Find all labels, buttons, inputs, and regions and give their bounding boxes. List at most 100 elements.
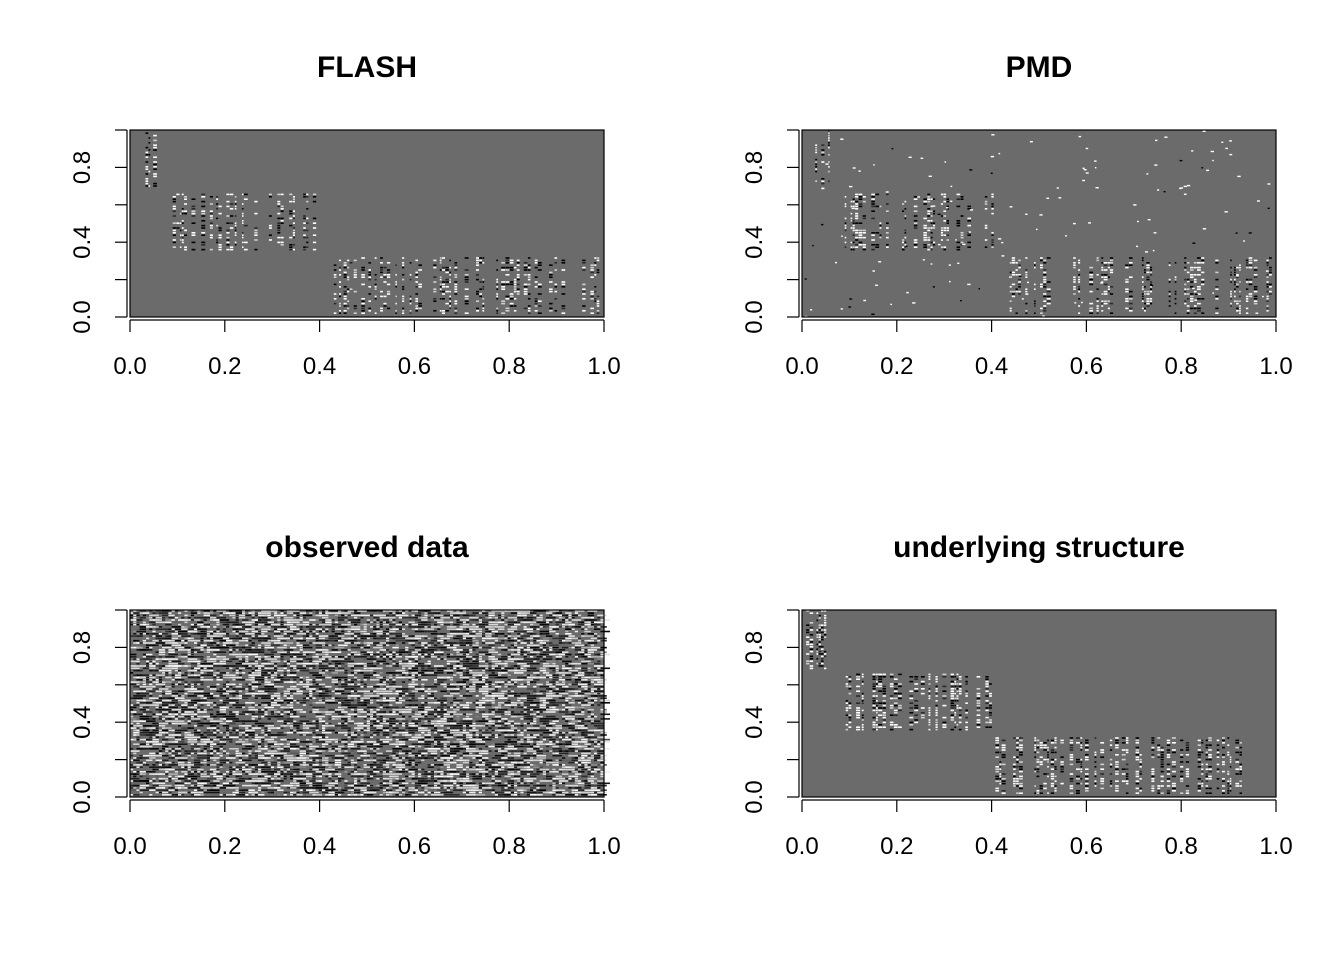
heatmap-cell — [347, 729, 351, 732]
heatmap-cell — [344, 702, 351, 704]
heatmap-cell — [203, 612, 207, 614]
heatmap-cell — [380, 262, 383, 264]
heatmap-cell — [357, 702, 364, 704]
heatmap-cell — [923, 246, 927, 248]
heatmap-cell — [315, 727, 319, 729]
heatmap-cell — [165, 649, 172, 651]
heatmap-cell — [299, 630, 306, 633]
heatmap-cell — [258, 725, 265, 727]
heatmap-cell — [235, 773, 242, 775]
heatmap-cell — [155, 699, 166, 702]
heatmap-cell — [289, 210, 293, 212]
heatmap-cell — [1146, 293, 1150, 295]
heatmap-cell — [251, 614, 255, 617]
heatmap-cell — [306, 771, 316, 773]
heatmap-cell — [360, 635, 367, 637]
heatmap-cell — [315, 775, 319, 778]
heatmap-cell — [270, 616, 274, 619]
heatmap-cell — [178, 761, 185, 764]
heatmap-cell — [315, 637, 322, 640]
heatmap-cell — [229, 771, 233, 773]
heatmap-cell — [363, 722, 367, 725]
heatmap-cell — [501, 288, 506, 290]
heatmap-cell — [482, 257, 485, 259]
heatmap-cell — [991, 212, 994, 215]
heatmap-cell — [219, 741, 223, 743]
heatmap-cell — [1103, 278, 1108, 281]
heatmap-cell — [146, 771, 153, 773]
heatmap-cell — [213, 722, 220, 725]
heatmap-cell — [409, 278, 412, 281]
heatmap-cell — [1103, 274, 1108, 276]
heatmap-cell — [339, 286, 341, 288]
heatmap-cell — [328, 738, 338, 741]
heatmap-cell — [267, 734, 274, 736]
heatmap-cell — [344, 669, 348, 672]
heatmap-cell — [254, 738, 258, 741]
heatmap-cell — [248, 685, 252, 688]
heatmap-cell — [155, 619, 166, 621]
heatmap-cell — [268, 196, 272, 198]
heatmap-cell — [325, 748, 329, 750]
heatmap-cell — [309, 628, 319, 630]
heatmap-cell — [286, 669, 290, 672]
heatmap-cell — [190, 672, 194, 674]
heatmap-cell — [191, 241, 196, 244]
heatmap-cell — [322, 745, 326, 748]
heatmap-cell — [130, 706, 134, 709]
heatmap-cell — [415, 310, 418, 312]
heatmap-cell — [1236, 266, 1239, 269]
heatmap-cell — [292, 222, 295, 224]
heatmap-cell — [341, 676, 348, 679]
heatmap-cell — [363, 692, 374, 695]
heatmap-cell — [178, 711, 182, 713]
heatmap-cell — [133, 610, 137, 612]
heatmap-cell — [268, 224, 272, 227]
heatmap-cell — [347, 288, 350, 290]
heatmap-cell — [325, 789, 335, 791]
heatmap-cell — [264, 729, 268, 732]
heatmap-cell — [229, 193, 234, 196]
heatmap-cell — [331, 651, 342, 653]
heatmap-cell — [357, 669, 361, 672]
heatmap-cell — [201, 193, 206, 196]
heatmap-cell — [596, 310, 600, 312]
heatmap-cell — [1237, 175, 1241, 178]
heatmap-cell — [1021, 298, 1024, 300]
heatmap-cell — [828, 154, 830, 156]
heatmap-cell — [1269, 293, 1272, 295]
heatmap-cell — [168, 784, 172, 787]
heatmap-cell — [133, 759, 140, 762]
heatmap-cell — [347, 761, 354, 764]
heatmap-cell — [913, 198, 918, 200]
heatmap-cell — [153, 146, 157, 149]
heatmap-cell — [197, 651, 204, 653]
heatmap-cell — [1078, 262, 1081, 264]
heatmap-cell — [315, 768, 319, 771]
heatmap-cell — [234, 227, 237, 229]
heatmap-cell — [309, 690, 313, 693]
heatmap-cell — [350, 653, 354, 656]
heatmap-cell — [153, 161, 157, 163]
heatmap-cell — [1253, 288, 1258, 290]
heatmap-cell — [280, 679, 284, 681]
heatmap-cell — [165, 771, 169, 773]
heatmap-cell — [328, 718, 332, 720]
heatmap-cell — [299, 720, 310, 722]
heatmap-cell — [334, 757, 345, 759]
heatmap-cell — [245, 764, 249, 766]
heatmap-cell — [984, 224, 988, 227]
heatmap-cell — [201, 234, 206, 236]
heatmap-cell — [203, 750, 207, 752]
heatmap-cell — [158, 669, 166, 672]
heatmap-cell — [1201, 312, 1205, 314]
heatmap-cell — [344, 731, 348, 734]
heatmap-cell — [828, 134, 830, 137]
heatmap-cell — [509, 302, 514, 305]
heatmap-cell — [242, 220, 244, 222]
heatmap-cell — [206, 784, 217, 787]
heatmap-cell — [370, 635, 377, 637]
heatmap-cell — [299, 734, 306, 736]
heatmap-cell — [904, 200, 907, 203]
heatmap-cell — [267, 791, 274, 794]
